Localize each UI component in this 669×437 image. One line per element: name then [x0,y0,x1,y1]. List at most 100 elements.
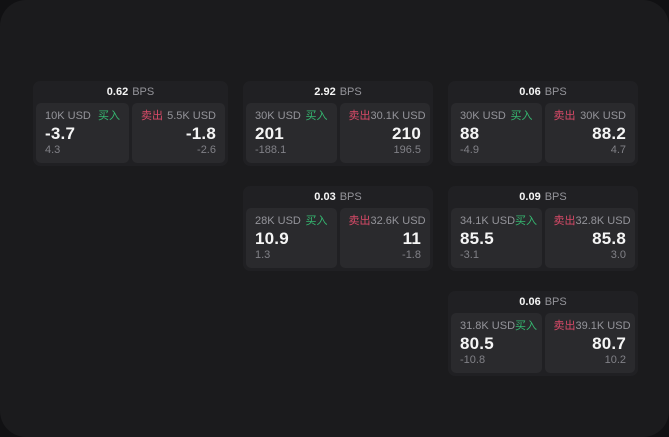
quote-cards-grid: 0.62 BPS 10K USD 买入 -3.7 4.3 卖出 5.5K USD… [33,81,638,376]
bps-value: 0.03 [314,191,336,203]
card-header: 2.92 BPS [243,81,433,103]
quote-card[interactable]: 0.06 BPS 30K USD 买入 88 -4.9 卖出 30K USD 8… [448,81,638,166]
sell-amount: 5.5K USD [167,110,216,122]
quote-card[interactable]: 0.06 BPS 31.8K USD 买入 80.5 -10.8 卖出 39.1… [448,291,638,376]
sell-price: 85.8 [592,229,626,248]
buy-change-value: 4.3 [45,144,61,156]
card-header: 0.06 BPS [448,291,638,313]
sell-amount: 30.1K USD [370,110,426,122]
buy-header-row: 31.8K USD 买入 [460,320,537,333]
buy-panel[interactable]: 30K USD 买入 201 -188.1 [246,103,337,163]
card-header: 0.06 BPS [448,81,638,103]
sell-price: 210 [392,124,421,143]
quote-card[interactable]: 0.62 BPS 10K USD 买入 -3.7 4.3 卖出 5.5K USD… [33,81,228,166]
buy-amount: 28K USD [255,215,301,227]
sell-change-value: -1.8 [402,249,421,261]
bps-unit-label: BPS [339,191,362,203]
sell-side-label: 卖出 [348,215,371,227]
sell-side-label: 卖出 [553,110,576,122]
sell-panel[interactable]: 卖出 30.1K USD 210 196.5 [339,103,430,163]
sell-header-row: 卖出 5.5K USD [141,110,216,123]
sell-change-value: 4.7 [610,144,626,156]
bps-value: 2.92 [314,86,336,98]
bps-value: 0.06 [519,86,541,98]
sell-amount: 30K USD [580,110,626,122]
buy-panel[interactable]: 30K USD 买入 88 -4.9 [451,103,542,163]
buy-side-label: 买入 [98,110,120,122]
bps-unit-label: BPS [544,191,567,203]
bps-value: 0.62 [106,86,129,98]
buy-amount: 31.8K USD [460,320,516,332]
buy-change-value: -10.8 [460,354,486,366]
card-body: 10K USD 买入 -3.7 4.3 卖出 5.5K USD -1.8 -2.… [33,103,228,166]
buy-side-label: 买入 [515,320,538,332]
bps-value: 0.06 [519,296,541,308]
buy-price: 201 [255,124,284,143]
sell-header-row: 卖出 32.6K USD [348,215,426,228]
sell-change-value: 10.2 [604,354,626,366]
sell-amount: 32.6K USD [370,215,426,227]
sell-panel[interactable]: 卖出 5.5K USD -1.8 -2.6 [132,103,225,163]
card-header: 0.62 BPS [33,81,228,103]
quote-card[interactable]: 2.92 BPS 30K USD 买入 201 -188.1 卖出 30.1K … [243,81,433,166]
buy-price: 80.5 [460,334,494,353]
sell-panel[interactable]: 卖出 32.6K USD 11 -1.8 [339,208,430,268]
bps-value: 0.09 [519,191,541,203]
sell-price: 80.7 [592,334,626,353]
sell-change-value: 196.5 [393,144,421,156]
buy-amount: 30K USD [255,110,301,122]
buy-price: 10.9 [255,229,289,248]
sell-price: 11 [402,229,421,248]
buy-change-value: -3.1 [460,249,479,261]
buy-amount: 30K USD [460,110,506,122]
sell-amount: 32.8K USD [575,215,631,227]
card-body: 31.8K USD 买入 80.5 -10.8 卖出 39.1K USD 80.… [448,313,638,376]
bps-unit-label: BPS [544,86,567,98]
buy-panel[interactable]: 34.1K USD 买入 85.5 -3.1 [451,208,542,268]
sell-price: 88.2 [592,124,626,143]
card-body: 28K USD 买入 10.9 1.3 卖出 32.6K USD 11 -1.8 [243,208,433,271]
bps-unit-label: BPS [132,86,155,98]
sell-change-value: -2.6 [197,144,216,156]
quote-card[interactable]: 0.03 BPS 28K USD 买入 10.9 1.3 卖出 32.6K US… [243,186,433,271]
buy-header-row: 28K USD 买入 [255,215,328,228]
buy-panel[interactable]: 10K USD 买入 -3.7 4.3 [36,103,129,163]
buy-price: -3.7 [45,124,76,143]
buy-price: 85.5 [460,229,494,248]
buy-change-value: 1.3 [255,249,271,261]
card-body: 30K USD 买入 201 -188.1 卖出 30.1K USD 210 1… [243,103,433,166]
buy-side-label: 买入 [510,110,533,122]
buy-side-label: 买入 [515,215,538,227]
bps-unit-label: BPS [339,86,362,98]
card-body: 30K USD 买入 88 -4.9 卖出 30K USD 88.2 4.7 [448,103,638,166]
quote-card[interactable]: 0.09 BPS 34.1K USD 买入 85.5 -3.1 卖出 32.8K… [448,186,638,271]
sell-panel[interactable]: 卖出 30K USD 88.2 4.7 [544,103,635,163]
sell-header-row: 卖出 30.1K USD [349,110,426,123]
card-header: 0.03 BPS [243,186,433,208]
sell-header-row: 卖出 32.8K USD [553,215,631,228]
buy-header-row: 10K USD 买入 [45,110,120,123]
sell-side-label: 卖出 [553,215,576,227]
buy-panel[interactable]: 28K USD 买入 10.9 1.3 [246,208,337,268]
buy-price: 88 [460,124,480,143]
sell-panel[interactable]: 卖出 32.8K USD 85.8 3.0 [544,208,635,268]
buy-amount: 34.1K USD [460,215,516,227]
buy-header-row: 30K USD 买入 [460,110,533,123]
card-body: 34.1K USD 买入 85.5 -3.1 卖出 32.8K USD 85.8… [448,208,638,271]
sell-price: -1.8 [185,124,216,143]
sell-amount: 39.1K USD [575,320,631,332]
bps-unit-label: BPS [544,296,567,308]
buy-change-value: -4.9 [460,144,479,156]
buy-panel[interactable]: 31.8K USD 买入 80.5 -10.8 [451,313,542,373]
buy-change-value: -188.1 [255,144,287,156]
sell-side-label: 卖出 [553,320,576,332]
buy-side-label: 买入 [305,215,328,227]
buy-amount: 10K USD [45,110,91,122]
buy-side-label: 买入 [305,110,328,122]
sell-header-row: 卖出 30K USD [554,110,627,123]
sell-panel[interactable]: 卖出 39.1K USD 80.7 10.2 [544,313,635,373]
sell-side-label: 卖出 [141,110,163,122]
sell-header-row: 卖出 39.1K USD [553,320,631,333]
sell-change-value: 3.0 [610,249,626,261]
